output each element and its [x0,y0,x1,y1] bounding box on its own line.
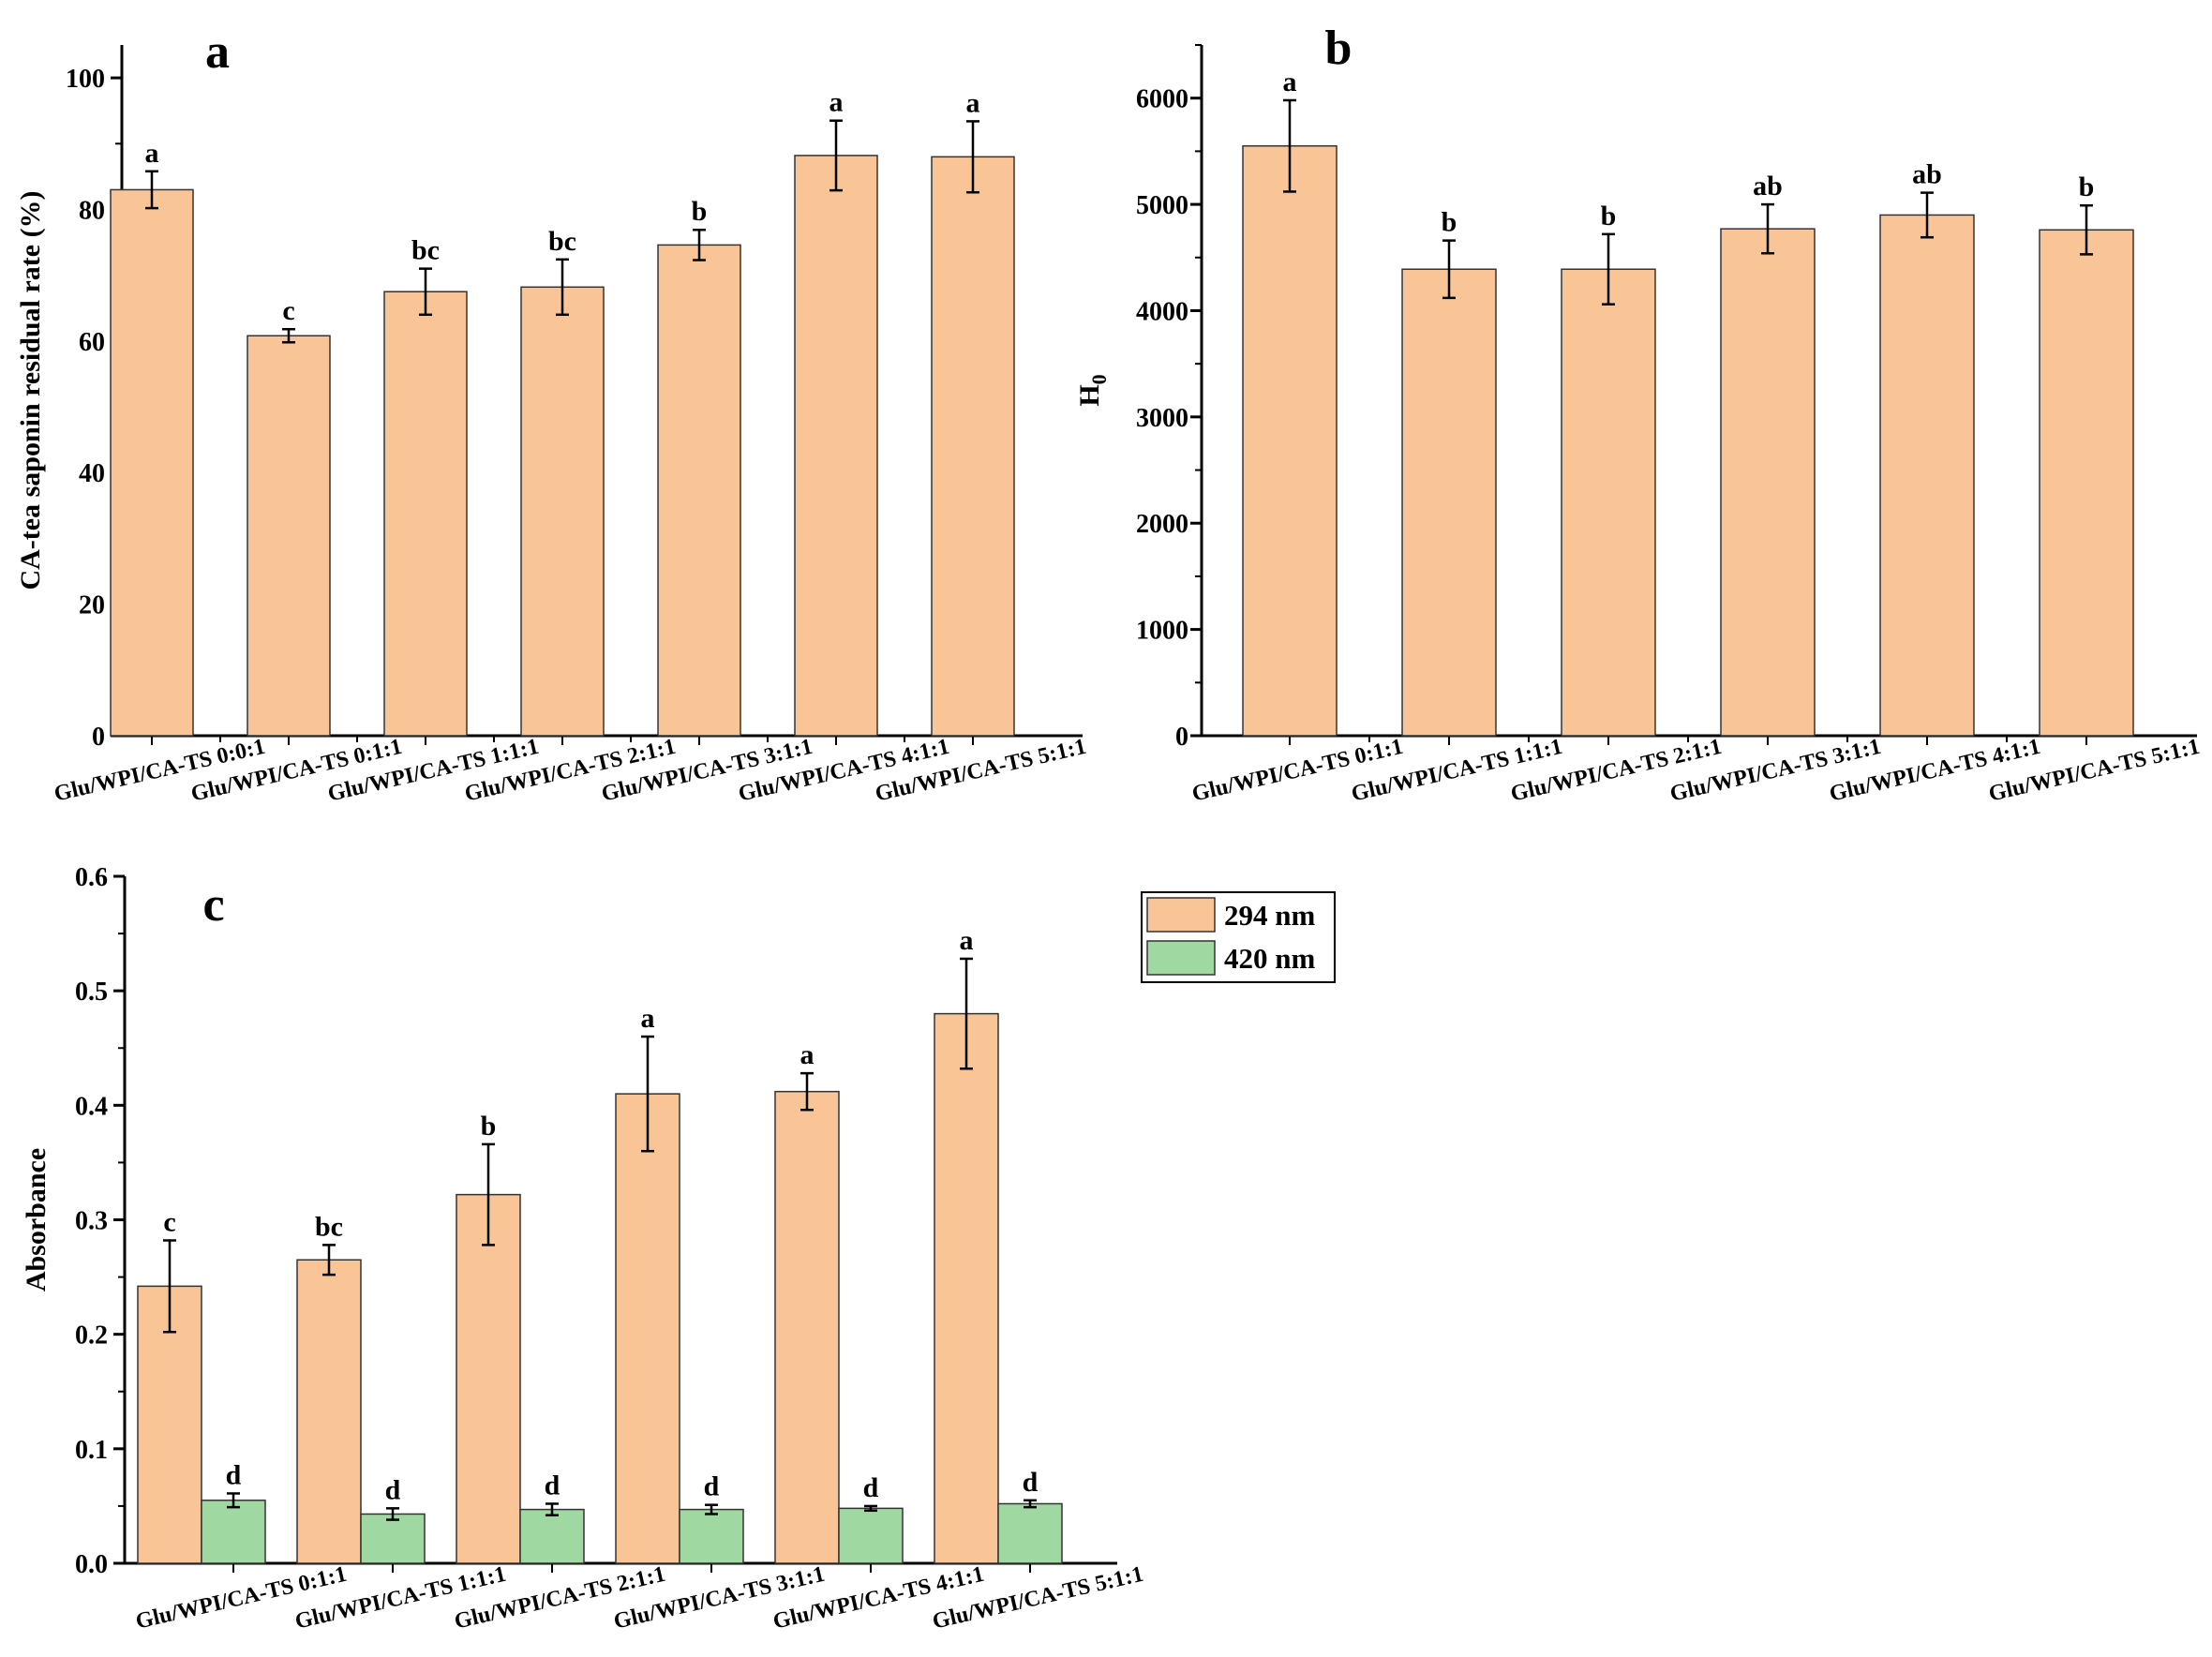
bar-c-1-5 [997,1502,1063,1564]
panel-a: a [205,25,230,79]
y-tick-label-c: 0.4 [75,1092,108,1121]
bar-b-0-5 [2039,229,2134,737]
panel-letter-b: b [1325,22,1353,75]
significance-letter-a: bc [411,235,440,266]
bar-c-1-3 [679,1508,744,1564]
significance-letter-b: b [1601,201,1617,231]
y-axis-title-b: H0 [1074,374,1111,406]
significance-letter-a: a [966,87,980,118]
panel-b: b [1325,22,1353,75]
bar-c-0-5 [934,1012,999,1564]
panel-c: c [202,878,224,932]
significance-letter-c: b [481,1111,497,1142]
bar-c-0-4 [774,1090,840,1564]
bar-c-0-1 [296,1259,362,1564]
bar-a-0-4 [657,244,741,737]
significance-letter-c: a [960,925,974,956]
significance-letter-b: b [2079,172,2095,202]
significance-letter-b: b [1442,207,1457,238]
bar-b-0-1 [1401,268,1497,737]
y-tick-label-b: 6000 [1136,85,1188,114]
bar-a-0-5 [794,155,878,737]
significance-letter-c: d [863,1472,879,1503]
significance-letter-c: a [641,1003,655,1034]
bar-c-1-4 [838,1507,904,1564]
bar-a-0-2 [383,291,468,737]
legend-swatch-294nm [1146,897,1216,933]
chart-b: 0100020003000400050006000H0Glu/WPI/CA-TS… [1074,44,2202,807]
legend-label-294nm: 294 nm [1224,899,1315,932]
significance-letter-c: d [1023,1467,1039,1498]
bar-c-1-1 [360,1513,426,1564]
bar-b-0-0 [1242,144,1338,737]
significance-letter-c: d [226,1459,242,1490]
panel-letter-a: a [205,25,230,79]
y-tick-label-c: 0.6 [75,863,108,892]
bar-b-0-3 [1720,228,1816,737]
chart-a: 0 20 40 60 80 100 CA-tea saponin residual rate… [15,45,1088,807]
bar-a-0-6 [931,156,1015,737]
y-tick-label-a: 100 [66,65,105,94]
y-tick-label-b: 1000 [1136,617,1188,646]
y-axis-title-subscript: 0 [1087,374,1111,384]
significance-letter-a: bc [548,226,576,257]
bar-c-0-3 [615,1093,680,1564]
significance-letter-a: a [145,138,159,169]
y-tick-label-a: 80 [79,196,105,225]
bar-c-0-0 [137,1285,202,1564]
y-tick-label-c: 0.2 [75,1321,108,1351]
chart-c: 0.00.10.20.30.40.50.6AbsorbanceGlu/WPI/C… [21,863,1145,1635]
significance-letter-a: b [692,196,708,227]
significance-letter-c: a [800,1039,815,1070]
significance-letter-c: d [385,1474,401,1505]
significance-letter-b: ab [1753,171,1783,202]
significance-letter-c: d [545,1470,560,1500]
bar-a-0-1 [247,335,331,737]
significance-letter-a: a [830,87,844,118]
significance-letter-a: c [282,295,294,326]
y-tick-label-a: 60 [79,328,105,357]
y-tick-label-b: 0 [1175,723,1188,752]
y-tick-label-a: 40 [79,459,105,488]
significance-letter-c: c [163,1206,175,1237]
bar-c-0-2 [456,1193,521,1564]
significance-letter-b: ab [1912,159,1942,190]
y-tick-label-c: 0.0 [75,1550,108,1579]
significance-letter-c: d [704,1471,720,1502]
bar-c-1-2 [519,1508,585,1564]
y-tick-label-a: 20 [79,591,105,620]
y-tick-label-a: 0 [92,723,105,752]
significance-letter-c: bc [315,1211,343,1242]
bar-a-0-3 [520,286,605,737]
y-axis-title-c: Absorbance [21,1148,52,1291]
legend-label-420nm: 420 nm [1224,942,1315,975]
y-tick-label-c: 0.5 [75,978,108,1007]
y-tick-label-b: 5000 [1136,191,1188,220]
y-tick-label-c: 0.3 [75,1207,108,1236]
panel-letter-c: c [202,878,224,932]
y-tick-label-c: 0.1 [75,1436,108,1465]
legend-swatch-420nm [1146,940,1216,976]
bar-b-0-4 [1879,214,1975,737]
significance-letter-b: a [1283,67,1297,97]
bar-b-0-2 [1561,268,1656,737]
y-tick-label-b: 3000 [1136,404,1188,433]
bar-a-0-0 [110,188,194,737]
y-tick-label-b: 2000 [1136,510,1188,539]
legend-c: 294 nm 420 nm [1141,891,1336,983]
y-tick-label-b: 4000 [1136,297,1188,326]
y-axis-title-a: CA-tea saponin residual rate (%) [15,190,46,590]
bar-c-1-0 [201,1500,266,1564]
